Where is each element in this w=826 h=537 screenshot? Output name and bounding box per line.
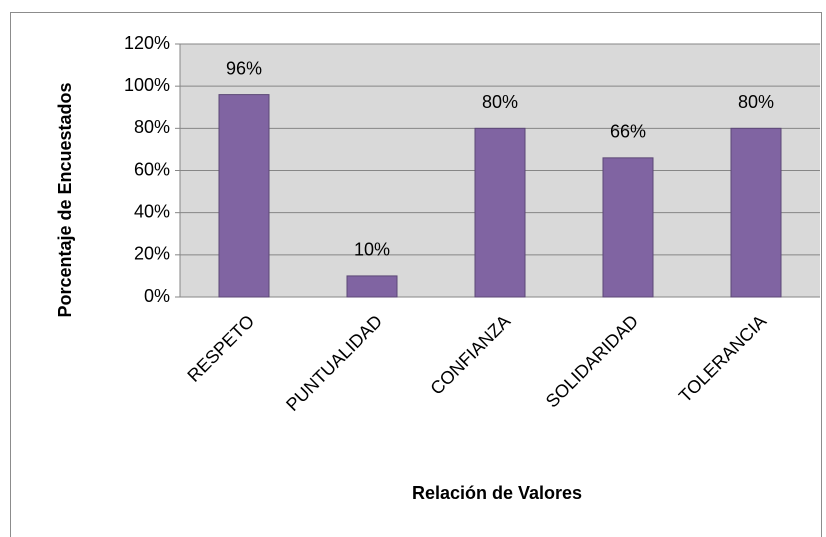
bar <box>730 127 782 298</box>
bar <box>346 275 398 298</box>
bar <box>218 94 270 298</box>
bar <box>602 157 654 298</box>
y-tick-label: 100% <box>124 75 170 95</box>
y-tick-label: 40% <box>134 201 170 221</box>
y-tick-label: 60% <box>134 159 170 179</box>
bar <box>474 127 526 298</box>
data-label: 10% <box>354 240 390 260</box>
y-tick-label: 20% <box>134 244 170 264</box>
data-label: 96% <box>226 58 262 78</box>
y-tick-label: 120% <box>124 33 170 53</box>
y-axis-title: Porcentaje de Encuestados <box>55 82 75 317</box>
y-tick-label: 80% <box>134 117 170 137</box>
data-label: 66% <box>610 122 646 142</box>
y-tick-label: 0% <box>144 286 170 306</box>
data-label: 80% <box>738 92 774 112</box>
data-label: 80% <box>482 92 518 112</box>
x-axis-title: Relación de Valores <box>412 483 582 503</box>
